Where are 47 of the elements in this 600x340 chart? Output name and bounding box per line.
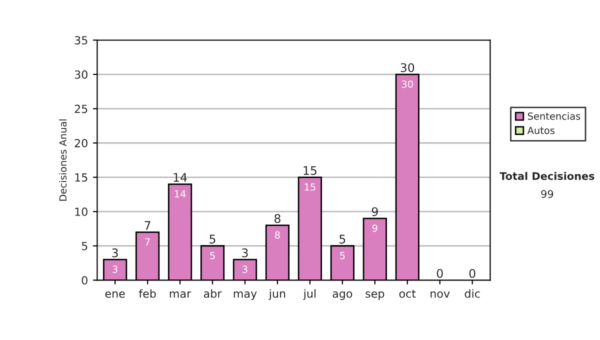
data-label: 8 [275, 231, 280, 239]
x-tick-label: jul [303, 289, 316, 300]
y-tick-label: 0 [82, 276, 88, 285]
x-tick-label: jun [268, 289, 286, 300]
x-tick-label: may [234, 291, 257, 300]
total-label: 5 [210, 234, 216, 244]
data-label: 14 [174, 190, 186, 198]
legend-label: Sentencias [528, 112, 580, 120]
data-label: 5 [340, 252, 345, 260]
total-label: 9 [372, 207, 378, 216]
total-label: 8 [274, 214, 280, 224]
text: Total Decisiones [500, 172, 594, 180]
total-label: 3 [112, 248, 118, 258]
total-label: 3 [242, 248, 248, 258]
x-tick-label: ene [105, 291, 125, 298]
legend-label: Autos [527, 126, 554, 134]
total-label: 14 [174, 173, 187, 182]
data-label: 5 [210, 252, 215, 260]
x-tick-label: dic [464, 289, 480, 298]
x-tick-label: nov [430, 291, 450, 298]
y-tick-label: 5 [82, 242, 88, 250]
total-label: 7 [144, 221, 150, 230]
x-tick-label: oct [399, 290, 416, 298]
text: 99 [541, 190, 554, 198]
total-label: 15 [304, 166, 316, 175]
x-tick-label: feb [138, 289, 156, 298]
data-label: 15 [304, 183, 316, 191]
y-axis-title: Decisiones Anual [59, 119, 67, 201]
data-label: 9 [372, 224, 378, 232]
total-label: 30 [400, 63, 414, 72]
y-tick-label: 10 [75, 208, 88, 216]
total-label: 0 [436, 268, 443, 278]
x-tick-label: mar [170, 291, 192, 298]
x-tick-label: abr [204, 289, 222, 298]
x-tick-label: sep [366, 291, 384, 300]
y-tick-label: 35 [74, 36, 88, 44]
x-tick-label: ago [332, 291, 352, 300]
y-tick-label: 30 [74, 70, 88, 79]
y-tick-label: 25 [74, 104, 88, 114]
data-label: 7 [145, 238, 150, 246]
y-tick-label: 20 [74, 138, 88, 148]
data-label: 3 [242, 266, 248, 273]
data-label: 3 [112, 266, 118, 273]
data-label: 30 [402, 80, 413, 88]
y-tick-label: 15 [75, 173, 88, 182]
total-label: 5 [340, 234, 346, 244]
total-label: 0 [469, 268, 476, 278]
